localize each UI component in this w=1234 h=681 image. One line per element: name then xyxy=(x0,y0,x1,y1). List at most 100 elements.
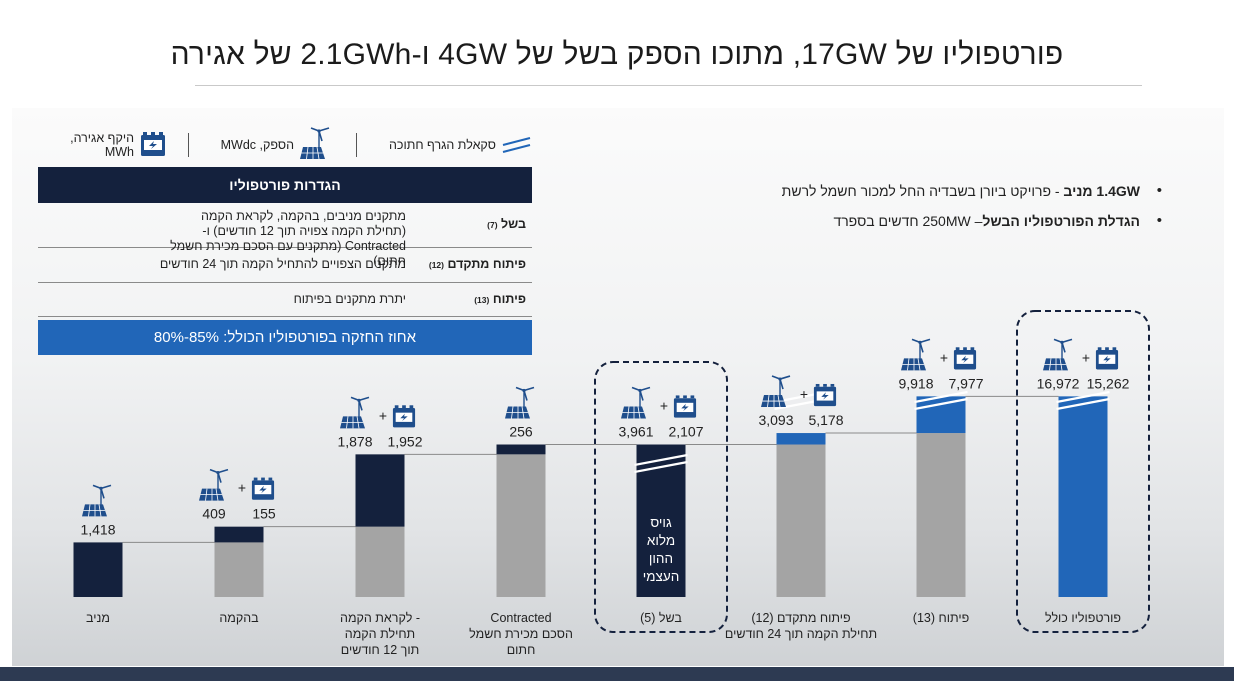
subtotal-note: מלוא xyxy=(647,533,675,548)
highlights-list: 1.4GW מניב - פרויקט ביורן בשבדיה החל למכ… xyxy=(644,180,1164,240)
category-label: פיתוח (13) xyxy=(913,611,969,625)
legend-separator xyxy=(188,133,189,157)
category-label: תחילת הקמה xyxy=(345,627,415,641)
broken-scale-icon xyxy=(502,137,531,153)
scale-break-mark xyxy=(914,390,968,404)
definition-ref: (7) xyxy=(487,220,498,230)
capacity-value-label: 3,961 xyxy=(618,424,653,440)
subtotal-note: העצמי xyxy=(643,569,680,584)
solar-wind-icon xyxy=(1043,338,1073,372)
legend-scale-label: סקאלת הגרף חתוכה xyxy=(388,138,496,152)
storage-value-label: 2,107 xyxy=(668,424,703,440)
definition-label: בשל xyxy=(501,217,526,231)
capacity-value-label: 409 xyxy=(202,506,226,522)
definition-description: מתקנים הצפויים להתחיל הקמה תוך 24 חודשים xyxy=(159,257,406,271)
title-divider xyxy=(195,85,1142,86)
legend-storage-label: היקף אגירה, MWh xyxy=(70,131,134,159)
bar xyxy=(496,444,546,455)
definition-row: פיתוח (13) יתרת מתקנים בפיתוח xyxy=(38,283,532,317)
bullet-bold: הגדלת הפורטפוליו הבשל xyxy=(982,213,1140,229)
battery-storage-icon xyxy=(1095,347,1119,370)
bar xyxy=(355,454,405,527)
scale-break-mark xyxy=(1056,397,1110,411)
scale-break-mark xyxy=(634,453,688,467)
battery-storage-icon xyxy=(813,383,837,407)
bullet-item: 1.4GW מניב - פרויקט ביורן בשבדיה החל למכ… xyxy=(644,180,1164,210)
solar-wind-icon xyxy=(199,468,229,502)
bullet-item: הגדלת הפורטפוליו הבשל– 250MW חדשים בספרד xyxy=(644,210,1164,240)
battery-storage-icon xyxy=(673,395,697,418)
legend-separator xyxy=(356,133,357,157)
definition-label: פיתוח xyxy=(492,292,526,306)
category-label: בשל (5) xyxy=(640,611,682,625)
capacity-value-label: 9,918 xyxy=(898,375,933,391)
category-label: תחילת הקמה תוך 24 חודשים xyxy=(725,627,877,641)
plus-sign: + xyxy=(238,480,246,496)
category-label: מניב xyxy=(86,611,110,625)
subtotal-note: גויס xyxy=(650,515,672,530)
bar xyxy=(1058,396,1108,597)
page-title: פורטפוליו של 17GW, מתוכו הספק בשל של 4GW… xyxy=(170,38,1064,71)
definition-description: יתרת מתקנים בפיתוח xyxy=(293,292,406,306)
category-label: בהקמה xyxy=(219,611,259,625)
bullet-text: – 250MW חדשים בספרד xyxy=(833,213,983,229)
plus-sign: + xyxy=(800,386,808,402)
legend-item-storage: היקף אגירה, MWh xyxy=(38,128,166,162)
capacity-value-label: 256 xyxy=(509,424,533,440)
highlight-frame xyxy=(594,361,728,633)
category-label: פיתוח מתקדם (12) xyxy=(751,611,850,625)
category-label: Contracted xyxy=(490,611,551,625)
bullet-bold: 1.4GW מניב xyxy=(1063,183,1140,199)
holding-percentage-bar: אחוז החזקה בפורטפוליו הכולל: 85%-80% xyxy=(38,320,532,355)
bullet-text: - פרויקט ביורן בשבדיה החל למכור חשמל לרש… xyxy=(781,183,1064,199)
solar-wind-icon xyxy=(761,375,791,408)
plus-sign: + xyxy=(660,398,668,414)
legend-item-capacity: הספק, MWdc xyxy=(221,128,334,162)
plus-sign: + xyxy=(940,349,948,365)
storage-value-label: 155 xyxy=(252,506,276,522)
definition-description: מתקנים מניבים, בהקמה, לקראת הקמה (תחילת … xyxy=(170,209,406,268)
solar-wind-icon xyxy=(901,338,931,372)
category-label: תוך 12 חודשים xyxy=(341,643,419,657)
category-label: לקראת הקמה - xyxy=(340,611,420,625)
battery-storage-icon xyxy=(953,347,977,370)
bar xyxy=(214,526,264,543)
plus-sign: + xyxy=(1082,349,1090,365)
bar-base xyxy=(214,542,264,597)
bar-base xyxy=(916,433,966,597)
footer-strip xyxy=(0,667,1234,681)
legend-item-scale: סקאלת הגרף חתוכה xyxy=(389,128,532,162)
definition-ref: (13) xyxy=(474,295,490,305)
capacity-value-label: 1,418 xyxy=(80,521,115,537)
capacity-value-label: 3,093 xyxy=(758,412,793,428)
solar-wind-icon xyxy=(340,396,370,430)
definition-ref: (12) xyxy=(428,260,444,270)
battery-storage-icon xyxy=(251,477,275,500)
definition-label: פיתוח מתקדם xyxy=(447,257,526,271)
scale-break-mark xyxy=(1056,390,1110,404)
plus-sign: + xyxy=(379,407,387,423)
definition-row: פיתוח מתקדם (12) מתקנים הצפויים להתחיל ה… xyxy=(38,248,532,283)
bar xyxy=(776,433,826,445)
storage-value-label: 5,178 xyxy=(808,412,843,428)
portfolio-definitions-table: הגדרות פורטפוליו בשל (7) מתקנים מניבים, … xyxy=(38,167,532,355)
subtotal-note: ההון xyxy=(649,551,673,566)
storage-value-label: 7,977 xyxy=(948,375,983,391)
bar xyxy=(916,396,966,434)
capacity-value-label: 1,878 xyxy=(337,433,372,449)
storage-value-label: 15,262 xyxy=(1087,375,1130,391)
solar-wind-icon xyxy=(505,386,535,420)
scale-break-mark xyxy=(634,460,688,474)
battery-storage-icon xyxy=(392,405,416,428)
legend-capacity-label: הספק, MWdc xyxy=(220,138,294,152)
bar-base xyxy=(496,454,546,597)
solar-wind-icon xyxy=(621,386,651,420)
bar-base xyxy=(776,444,826,597)
scale-break-mark xyxy=(914,397,968,411)
category-label: פורטפוליו כולל xyxy=(1045,611,1121,625)
category-label: הסכם מכירת חשמל xyxy=(469,627,573,641)
category-label: חתום xyxy=(507,643,536,657)
bar xyxy=(73,542,123,597)
capacity-value-label: 16,972 xyxy=(1037,375,1080,391)
definition-row: בשל (7) מתקנים מניבים, בהקמה, לקראת הקמה… xyxy=(38,203,532,268)
